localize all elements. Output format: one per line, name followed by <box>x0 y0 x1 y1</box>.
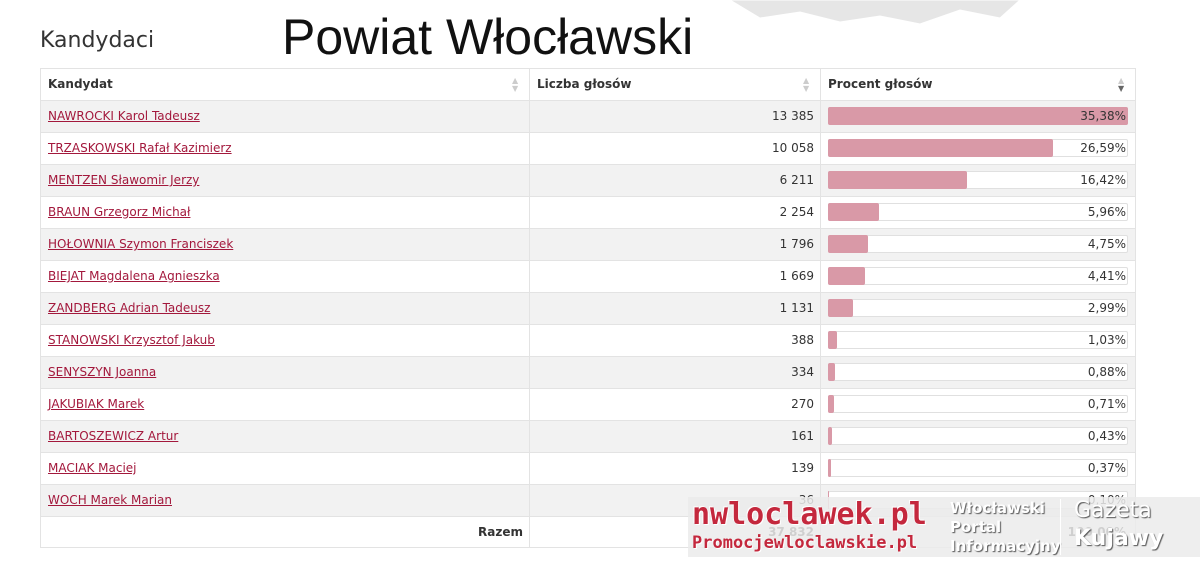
map-shape <box>730 0 1021 25</box>
votes: 10 058 <box>772 141 814 155</box>
sort-icon: ▲ ▼ <box>512 76 519 93</box>
bar <box>828 427 832 445</box>
candidate-link[interactable]: MACIAK Maciej <box>48 461 137 475</box>
votes: 334 <box>791 365 814 379</box>
candidate-link[interactable]: BIEJAT Magdalena Agnieszka <box>48 269 220 283</box>
column-border <box>1135 68 1136 548</box>
bar <box>828 299 854 317</box>
percent: 0,43% <box>1087 429 1126 443</box>
percent: 4,41% <box>1087 269 1126 283</box>
watermark-site2: Promocjewloclawskie.pl <box>692 533 918 553</box>
gazeta-line: Gazeta <box>1074 498 1152 523</box>
percent: 0,37% <box>1087 461 1126 475</box>
bar <box>828 107 1128 125</box>
votes: 13 385 <box>772 109 814 123</box>
bar <box>828 235 869 253</box>
header-cell: Liczba głosów <box>537 77 632 91</box>
candidate-link[interactable]: WOCH Marek Marian <box>48 493 172 507</box>
candidate-link[interactable]: BRAUN Grzegorz Michał <box>48 205 191 219</box>
column-border <box>820 68 821 548</box>
percent: 35,38% <box>1080 109 1126 123</box>
percent: 2,99% <box>1087 301 1126 315</box>
header-cell: Kandydat <box>48 77 113 91</box>
bar <box>828 171 968 189</box>
candidate-link[interactable]: BARTOSZEWICZ Artur <box>48 429 179 443</box>
portal-line: Portal <box>950 518 1002 536</box>
bar <box>828 395 835 413</box>
sort-icon: ▲ ▼ <box>803 76 810 93</box>
votes: 1 796 <box>779 237 814 251</box>
percent: 4,75% <box>1087 237 1126 251</box>
percent: 16,42% <box>1080 173 1126 187</box>
watermark-gazeta: Gazeta Kujawy <box>1074 497 1163 553</box>
percent: 26,59% <box>1080 141 1126 155</box>
votes: 2 254 <box>779 205 814 219</box>
column-border <box>40 68 41 548</box>
bar <box>828 139 1054 157</box>
total-label: Razem <box>478 525 523 539</box>
votes: 161 <box>791 429 814 443</box>
watermark-portal: Włocławski Portal Informacyjny <box>950 499 1061 556</box>
candidate-link[interactable]: SENYSZYN Joanna <box>48 365 157 379</box>
candidate-link[interactable]: TRZASKOWSKI Rafał Kazimierz <box>48 141 232 155</box>
sort-icon: ▲ ▼ <box>1118 76 1125 93</box>
heading: Kandydaci <box>40 28 155 53</box>
column-border <box>529 68 530 548</box>
candidate-link[interactable]: HOŁOWNIA Szymon Franciszek <box>48 237 234 251</box>
divider <box>1060 499 1061 555</box>
bar <box>828 331 837 349</box>
percent: 0,71% <box>1087 397 1126 411</box>
candidate-link[interactable]: MENTZEN Sławomir Jerzy <box>48 173 200 187</box>
votes: 270 <box>791 397 814 411</box>
candidate-link[interactable]: ZANDBERG Adrian Tadeusz <box>48 301 211 315</box>
votes: 1 131 <box>779 301 814 315</box>
header-row <box>40 68 1136 100</box>
map-fragment <box>730 0 1021 25</box>
percent: 5,96% <box>1087 205 1126 219</box>
header-cell: Procent głosów <box>828 77 933 91</box>
candidate-link[interactable]: JAKUBIAK Marek <box>48 397 145 411</box>
percent: 0,88% <box>1087 365 1126 379</box>
candidate-link[interactable]: NAWROCKI Karol Tadeusz <box>48 109 200 123</box>
bar <box>828 203 879 221</box>
votes: 388 <box>791 333 814 347</box>
bar <box>828 267 866 285</box>
portal-line: Informacyjny <box>950 537 1061 555</box>
candidate-link[interactable]: STANOWSKI Krzysztof Jakub <box>48 333 215 347</box>
votes: 6 211 <box>779 173 814 187</box>
gazeta-line: Kujawy <box>1074 526 1164 551</box>
watermark: nwloclawek.pl Promocjewloclawskie.pl Wło… <box>688 497 1200 557</box>
votes: 139 <box>791 461 814 475</box>
watermark-site: nwloclawek.pl <box>692 497 927 532</box>
title: Powiat Włocławski <box>282 9 694 65</box>
portal-line: Włocławski <box>950 499 1045 517</box>
bar <box>828 363 836 381</box>
votes: 1 669 <box>779 269 814 283</box>
percent: 1,03% <box>1087 333 1126 347</box>
bar <box>828 459 832 477</box>
